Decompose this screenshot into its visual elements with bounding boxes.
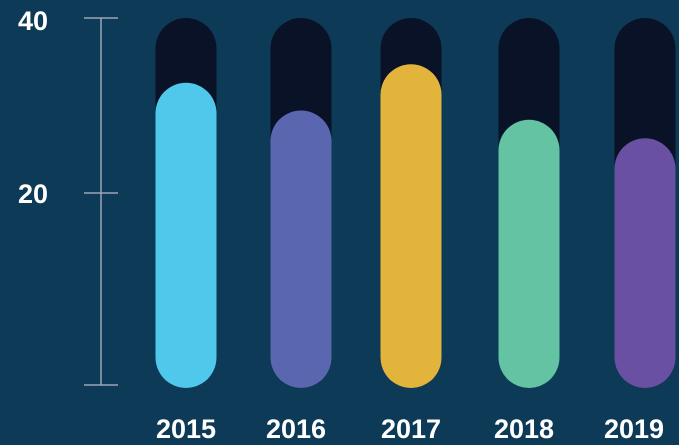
- y-tick-label-40: 40: [18, 6, 48, 36]
- bar-2016: [270, 110, 332, 388]
- x-label-2018: 2018: [494, 414, 554, 444]
- bar-2019: [614, 138, 676, 388]
- x-label-2019: 2019: [604, 414, 664, 444]
- x-label-2016: 2016: [266, 414, 326, 444]
- y-axis: 40 20: [18, 6, 118, 386]
- x-label-2017: 2017: [381, 414, 441, 444]
- x-label-2015: 2015: [156, 414, 216, 444]
- bars-group: [155, 18, 676, 388]
- bar-2018: [498, 119, 560, 388]
- x-axis-labels: 2015 2016 2017 2018 2019: [156, 414, 664, 444]
- bar-2017: [380, 64, 442, 388]
- bar-2015: [155, 82, 217, 388]
- y-tick-label-20: 20: [18, 179, 48, 209]
